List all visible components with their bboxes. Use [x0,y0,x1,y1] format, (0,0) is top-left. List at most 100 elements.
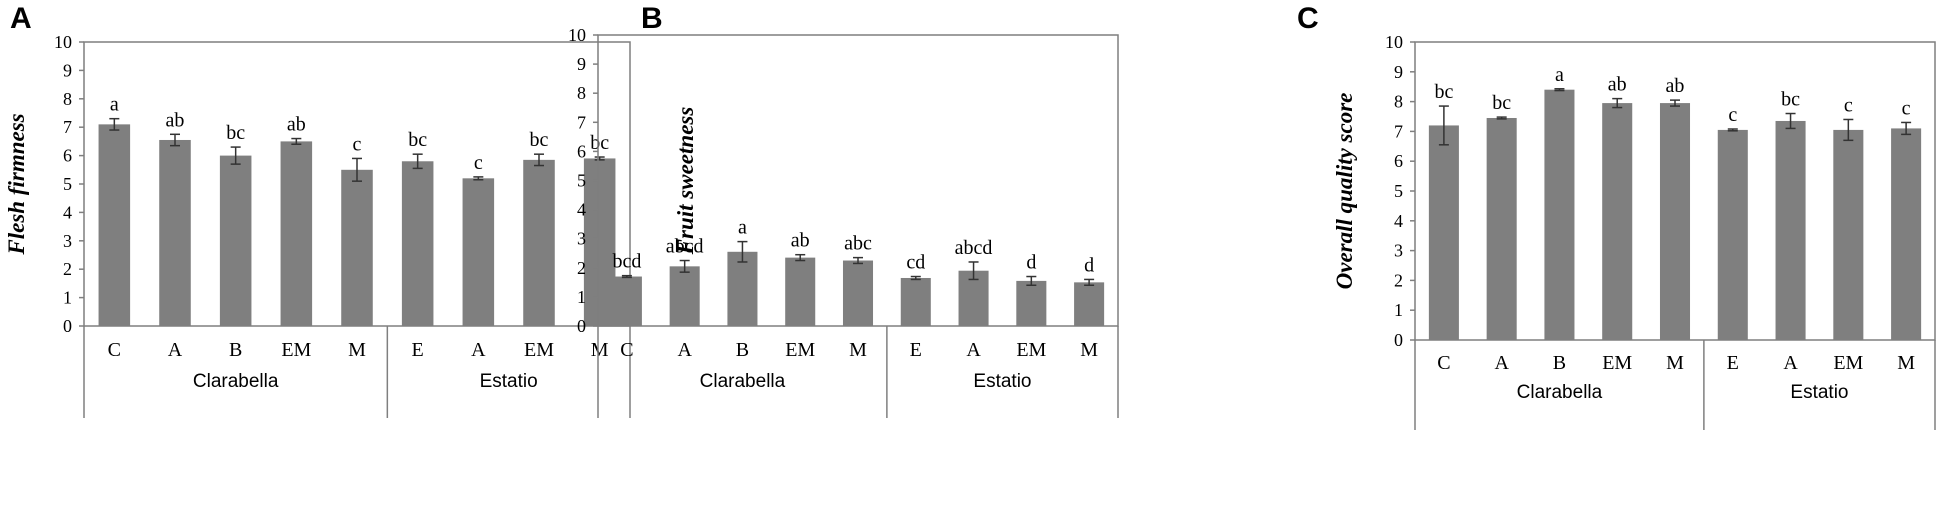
significance-letter: abcd [955,237,993,259]
category-label: M [591,339,609,361]
y-tick-label: 4 [63,202,72,222]
category-label: E [910,339,922,361]
significance-letter: c [1844,94,1853,116]
y-tick-label: 5 [1394,181,1403,201]
group-label: Estatio [973,371,1031,392]
significance-letter: c [474,152,483,174]
y-tick-label: 1 [577,287,586,307]
y-tick-label: 0 [577,316,586,336]
group-label: Estatio [1790,382,1848,403]
y-tick-label: 6 [63,146,72,166]
significance-letter: bc [530,129,549,151]
bar [1428,125,1459,340]
y-tick-label: 3 [1394,241,1403,261]
bar [785,257,816,326]
category-label: M [1080,339,1098,361]
category-label: EM [1602,352,1632,374]
bar [1602,103,1633,340]
y-tick-label: 10 [1385,32,1403,52]
bar [727,251,758,326]
category-label: C [620,339,633,361]
bar [1074,282,1105,326]
category-label: B [1553,352,1566,374]
bar [523,159,555,326]
significance-letter: c [1728,104,1737,126]
y-tick-label: 6 [1394,151,1403,171]
significance-letter: c [353,133,362,155]
group-label: Estatio [480,371,538,392]
bar [611,276,642,326]
bar [1659,103,1691,340]
y-axis-label: Fruit sweetness [673,107,698,256]
y-tick-label: 1 [1394,300,1403,320]
y-tick-label: 1 [63,288,72,308]
bar [219,155,252,326]
bar [669,266,700,326]
bar [462,178,495,326]
bar [1833,129,1864,340]
y-tick-label: 0 [63,316,72,336]
bar [341,169,373,326]
significance-letter: a [1555,64,1564,86]
category-label: M [849,339,867,361]
panel-letter: A [10,2,32,35]
y-tick-label: 5 [577,171,586,191]
category-label: EM [1016,339,1046,361]
bar [280,141,313,326]
y-tick-label: 3 [577,229,586,249]
category-label: M [348,339,366,361]
bar [159,139,191,326]
significance-letter: ab [791,230,810,252]
bar [583,158,616,326]
significance-letter: a [738,217,747,239]
group-label: Clarabella [1517,382,1603,403]
category-label: C [1437,352,1450,374]
category-label: B [736,339,749,361]
significance-letter: bc [1781,89,1800,111]
significance-letter: d [1026,252,1036,274]
significance-letter: ab [287,114,306,136]
y-tick-label: 5 [63,174,72,194]
category-label: C [108,339,121,361]
significance-letter: cd [906,252,925,274]
y-tick-label: 8 [63,89,72,109]
panel-letter: C [1297,2,1319,35]
bar [1544,89,1575,341]
category-label: EM [785,339,815,361]
category-label: EM [1833,352,1863,374]
bar [1775,120,1806,340]
bar [1717,129,1748,340]
y-tick-label: 0 [1394,330,1403,350]
y-tick-label: 8 [577,83,586,103]
significance-letter: c [1902,97,1911,119]
significance-letter: abc [844,233,872,255]
y-tick-label: 2 [1394,270,1403,290]
y-tick-label: 2 [63,259,72,279]
y-axis-label: Flesh firmness [4,113,29,255]
bar [98,124,131,326]
significance-letter: d [1084,254,1094,276]
significance-letter: bcd [612,251,641,273]
panel-c: C 0 1 2 3 4 5 6 7 8 9 10 Overall quality score Clarab… [1297,2,1936,430]
significance-letter: ab [166,109,185,131]
significance-letter: abcd [666,236,704,258]
y-tick-label: 8 [1394,92,1403,112]
category-label: M [1666,352,1684,374]
panel-letter: B [641,2,663,35]
bar [401,161,434,326]
bar [1891,128,1922,340]
category-label: A [966,339,981,361]
y-tick-label: 9 [1394,62,1403,82]
category-label: B [229,339,242,361]
y-tick-label: 10 [568,25,586,45]
y-tick-label: 4 [577,200,586,220]
category-label: A [1494,352,1509,374]
group-label: Clarabella [193,371,279,392]
bar [1486,117,1517,341]
bar [1016,280,1047,326]
significance-letter: bc [1492,92,1511,114]
significance-letter: a [110,94,119,116]
category-label: M [1897,352,1915,374]
